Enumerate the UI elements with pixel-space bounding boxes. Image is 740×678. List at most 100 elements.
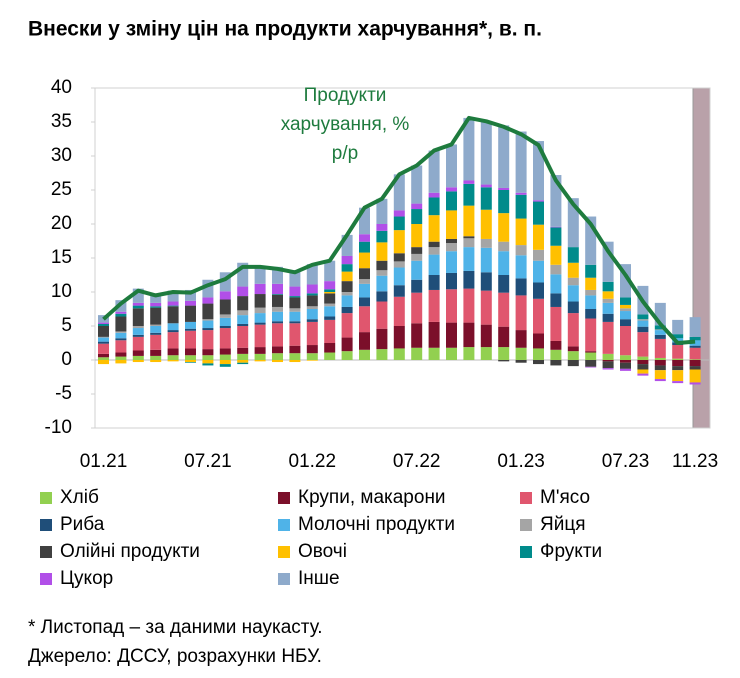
food-inflation-line: [102, 115, 696, 345]
bar-segment: [689, 345, 701, 348]
bar-segment: [672, 366, 684, 371]
bar-segment: [533, 298, 544, 334]
bar-segment: [533, 333, 544, 349]
bar-segment: [689, 359, 701, 360]
bar-segment: [202, 330, 214, 350]
bar-segment: [115, 356, 127, 360]
bar-segment: [446, 191, 457, 211]
bar-segment: [533, 224, 544, 250]
bar-segment: [341, 295, 353, 307]
bar-segment: [411, 247, 423, 254]
bar-segment: [602, 353, 614, 360]
bar-segment: [446, 243, 457, 252]
legend-label: М'ясо: [540, 487, 590, 508]
bar-segment: [654, 330, 666, 335]
bar-segment: [341, 271, 353, 282]
bar-segment: [550, 349, 562, 360]
bar-segment: [98, 341, 109, 344]
bar-segment: [480, 121, 492, 185]
bar-segment: [602, 302, 614, 314]
bar-segment: [533, 260, 544, 283]
bar-segment: [602, 241, 614, 282]
bar-segment: [306, 360, 318, 361]
bar-segment: [237, 310, 249, 316]
legend-label: Риба: [60, 514, 105, 535]
bar-segment: [393, 285, 405, 297]
bar-segment: [272, 353, 283, 360]
bar-segment: [341, 281, 353, 292]
footnote: * Листопад – за даними наукасту.: [28, 617, 323, 638]
bar-segment: [585, 318, 597, 352]
bar-segment: [359, 306, 370, 333]
bar-segment: [115, 316, 127, 332]
bar-segment: [219, 314, 231, 318]
bar-segment: [306, 284, 318, 294]
legend-label: Молочні продукти: [298, 514, 455, 535]
bar-segment: [306, 295, 318, 307]
bar-segment: [115, 313, 127, 317]
x-tick-label: 01.22: [289, 451, 337, 472]
bar-segment: [463, 183, 475, 206]
bar-segment: [567, 346, 579, 352]
bar-segment: [498, 347, 510, 360]
bar-segment: [672, 358, 684, 360]
chart-title: Внески у зміну цін на продукти харчуванн…: [28, 18, 542, 41]
bar-segment: [150, 306, 162, 308]
bar-segment: [115, 331, 127, 333]
bar-segment: [498, 187, 510, 190]
bar-segment: [202, 328, 214, 331]
legend-swatch: [278, 546, 290, 558]
bar-segment: [620, 297, 631, 305]
bar-segment: [324, 303, 336, 307]
bar-segment: [533, 348, 544, 360]
bar-segment: [289, 321, 301, 324]
bar-segment: [393, 230, 405, 254]
bar-segment: [272, 321, 283, 324]
bar-segment: [167, 323, 179, 331]
bar-segment: [637, 326, 649, 333]
bar-segment: [602, 313, 614, 322]
bar-segment: [359, 207, 370, 235]
bar-segment: [411, 209, 423, 224]
bar-segment: [341, 255, 353, 265]
bar-segment: [567, 313, 579, 347]
bar-segment: [150, 293, 162, 303]
x-tick-label: 07.21: [184, 451, 232, 472]
bar-segment: [689, 347, 701, 360]
bar-segment: [689, 336, 701, 341]
legend-swatch: [278, 573, 290, 585]
bar-segment: [446, 322, 457, 348]
legend-label: Хліб: [60, 487, 99, 508]
bar-segment: [324, 306, 336, 317]
bar-segment: [446, 238, 457, 244]
bar-segment: [428, 347, 440, 360]
bar-segment: [428, 192, 440, 198]
bar-segment: [620, 326, 631, 356]
legend-label: Інше: [298, 568, 340, 589]
bar-segment: [515, 218, 527, 246]
bar-segment: [498, 360, 510, 362]
bar-segment: [376, 275, 388, 292]
bar-segment: [480, 347, 492, 360]
bar-segment: [428, 197, 440, 216]
bar-segment: [654, 334, 666, 339]
bar-segment: [602, 361, 614, 369]
line-annotation: Продукти: [304, 85, 387, 106]
bar-segment: [272, 311, 283, 322]
bar-segment: [602, 291, 614, 299]
bar-segment: [272, 266, 283, 284]
bar-segment: [254, 283, 266, 295]
bar-segment: [359, 241, 370, 253]
bar-segment: [359, 268, 370, 280]
bar-segment: [480, 247, 492, 273]
legend-swatch: [278, 492, 290, 504]
bar-segment: [272, 283, 283, 295]
bar-segment: [289, 345, 301, 354]
bar-segment: [185, 330, 196, 349]
bar-segment: [672, 345, 684, 359]
x-tick-label: 07.23: [602, 451, 650, 472]
bar-segment: [393, 267, 405, 286]
bar-segment: [515, 278, 527, 296]
bar-segment: [289, 311, 301, 322]
x-tick-label: 07.22: [393, 451, 441, 472]
